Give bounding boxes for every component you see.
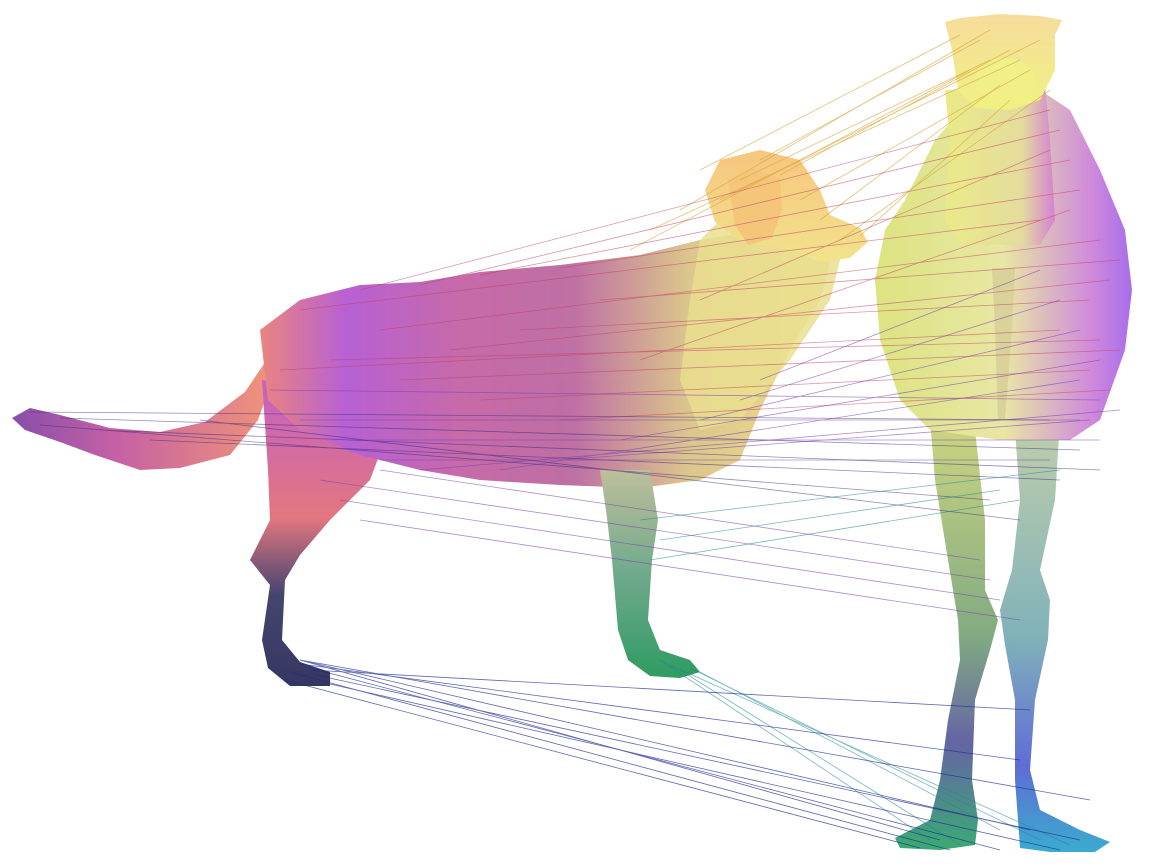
camel-left-leg [895, 420, 998, 850]
camel-neck [945, 85, 1055, 245]
dog-body [260, 230, 830, 488]
tail-lines [29, 411, 1101, 521]
front-leg-lines [639, 469, 1071, 846]
head-lines [629, 29, 1051, 251]
dog-mesh [12, 150, 868, 686]
dog-front-leg [600, 470, 700, 678]
camel-muzzle [975, 58, 1035, 102]
body-lines-red [279, 109, 1121, 421]
back-foot-lines [284, 659, 1091, 851]
dog-back-leg [250, 380, 385, 686]
camel-mesh [875, 14, 1132, 852]
camel-leg-gap [992, 268, 1015, 420]
camel-right-leg [1000, 420, 1110, 852]
correspondence-lines [29, 29, 1121, 851]
dog-ear [728, 168, 782, 245]
dog-tail [12, 355, 275, 470]
